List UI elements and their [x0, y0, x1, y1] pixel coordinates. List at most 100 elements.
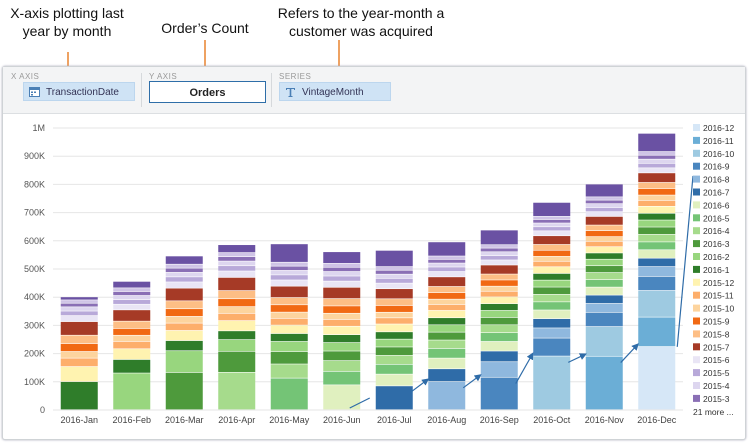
- bar-2016-Apr: [218, 245, 256, 410]
- bar-segment-2015-8: [165, 301, 203, 309]
- bar-segment-2015-12: [323, 326, 361, 335]
- bar-segment-2015-4: [218, 261, 256, 266]
- bar-segment-2016-7: [375, 386, 413, 410]
- legend-swatch: [693, 162, 700, 170]
- x-axis-well: X AXIS: [11, 72, 39, 81]
- legend-label: 2016-9: [703, 162, 730, 172]
- bar-segment-2016-5: [375, 364, 413, 374]
- legend-label: 2015-4: [703, 381, 730, 391]
- legend-label: 2016-10: [703, 149, 734, 159]
- x-tick-label: 2016-Jan: [60, 415, 98, 425]
- bar-segment-2016-2: [270, 341, 308, 352]
- bar-segment-2016-1: [323, 334, 361, 343]
- y-tick-label: 600K: [24, 236, 45, 246]
- bar-segment-2016-2: [323, 342, 361, 351]
- legend-swatch: [693, 214, 700, 222]
- series-field-label: VintageMonth: [302, 87, 364, 98]
- bar-segment-2015-12: [113, 349, 151, 360]
- bar-segment-2015-9: [638, 188, 676, 195]
- bar-segment-2016-2: [480, 310, 518, 318]
- bar-segment-2016-7: [638, 258, 676, 267]
- bar-segment-2015-8: [375, 299, 413, 306]
- bar-segment-2015-11: [218, 313, 256, 321]
- calendar-icon: [29, 87, 40, 97]
- bar-segment-2016-1: [60, 381, 98, 410]
- x-tick-label: 2016-Jul: [377, 415, 412, 425]
- bar-segment-2015-4: [323, 271, 361, 276]
- bar-segment-2015-10: [270, 312, 308, 319]
- bar-segment-2015-6: [270, 280, 308, 286]
- bar-segment-2016-3: [638, 227, 676, 235]
- bar-segment-2015-5: [638, 163, 676, 168]
- bar-segment-2015-10: [585, 236, 623, 242]
- y-axis-field-chip[interactable]: Orders: [149, 81, 266, 103]
- legend-label: 2016-2: [703, 252, 730, 262]
- bar-segment-2016-6: [428, 358, 466, 369]
- bar-segment-2016-6: [480, 341, 518, 351]
- bar-segment-2016-8: [533, 328, 571, 338]
- series-field-chip[interactable]: VintageMonth: [279, 82, 391, 101]
- bar-segment-2016-10: [533, 356, 571, 410]
- bar-segment-2016-7: [533, 318, 571, 328]
- bar-segment-2015-10: [60, 351, 98, 358]
- bar-segment-2016-3: [270, 351, 308, 364]
- bar-segment-2015-9: [375, 305, 413, 312]
- bar-segment-2016-1: [375, 332, 413, 339]
- bar-segment-2016-6: [375, 374, 413, 386]
- bar-segment-2015-9: [165, 309, 203, 317]
- bar-segment-2015-9: [533, 250, 571, 257]
- y-axis-well-title: Y AXIS: [149, 72, 178, 81]
- bar-segment-2015-2: [638, 151, 676, 155]
- bar-segment-2015-8: [60, 335, 98, 344]
- x-axis-field-chip[interactable]: TransactionDate: [23, 82, 135, 101]
- bar-segment-2015-8: [428, 286, 466, 293]
- bar-segment-2016-4: [375, 355, 413, 365]
- bar-segment-2016-1: [428, 318, 466, 325]
- bar-segment-2015-3: [323, 267, 361, 272]
- legend-swatch: [693, 369, 700, 377]
- legend-label: 2015-3: [703, 394, 730, 404]
- x-tick-label: 2016-Oct: [533, 415, 571, 425]
- bar-segment-2015-5: [428, 267, 466, 272]
- y-tick-label: 900K: [24, 151, 45, 161]
- bar-segment-2015-2: [480, 245, 518, 248]
- bar-segment-2015-2: [533, 216, 571, 220]
- bar-segment-2015-7: [480, 265, 518, 274]
- bar-segment-2015-11: [270, 318, 308, 325]
- bar-segment-2015-12: [428, 310, 466, 318]
- bar-segment-2015-4: [480, 252, 518, 256]
- bar-segment-2015-4: [60, 307, 98, 311]
- bar-segment-2015-2: [323, 263, 361, 267]
- bar-segment-2016-1: [480, 303, 518, 311]
- bar-segment-2015-11: [480, 291, 518, 297]
- legend-label: 2015-9: [703, 317, 730, 327]
- bar-segment-2016-1: [533, 273, 571, 280]
- bar-segment-2015-6: [323, 281, 361, 288]
- bar-2016-Mar: [165, 256, 203, 410]
- bar-segment-2015-3: [270, 266, 308, 271]
- bar-segment-2015-7: [165, 288, 203, 301]
- legend-swatch: [693, 240, 700, 248]
- bar-segment-2015-6: [60, 315, 98, 322]
- bar-segment-2015-1: [480, 230, 518, 245]
- acquisition-arrow: [676, 175, 694, 347]
- bar-segment-2015-5: [165, 277, 203, 282]
- x-tick-label: 2016-Mar: [165, 415, 204, 425]
- bar-segment-2015-8: [533, 244, 571, 250]
- bar-segment-2015-10: [533, 256, 571, 261]
- bar-segment-2015-3: [585, 200, 623, 204]
- acquisition-arrow: [567, 353, 587, 363]
- legend-label: 2016-8: [703, 175, 730, 185]
- bar-segment-2015-4: [375, 274, 413, 279]
- bar-segment-2015-4: [270, 270, 308, 275]
- y-tick-label: 800K: [24, 179, 45, 189]
- chart-panel: X AXIS TransactionDate Y AXIS Orders SER…: [2, 66, 746, 440]
- bar-segment-2015-2: [218, 252, 256, 257]
- legend-label: 2015-7: [703, 342, 730, 352]
- bar-segment-2015-3: [428, 259, 466, 263]
- bar-segment-2015-6: [218, 271, 256, 278]
- bar-segment-2015-9: [480, 280, 518, 286]
- bar-segment-2015-8: [218, 290, 256, 299]
- bar-segment-2016-4: [638, 234, 676, 242]
- callout-series: Refers to the year-month a customer was …: [277, 5, 445, 39]
